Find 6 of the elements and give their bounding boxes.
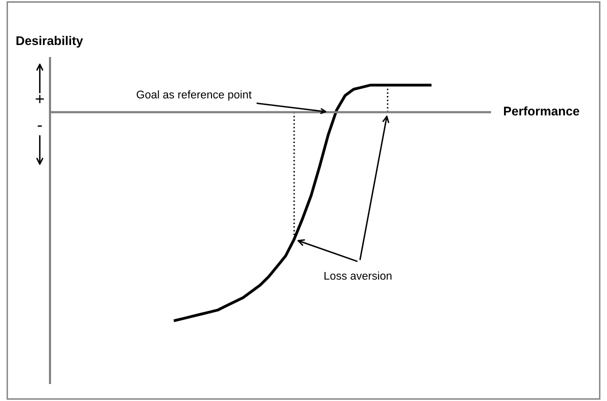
text: Desirability [16,36,83,48]
annotation: Goal as reference point [136,90,252,101]
text: Performance [504,106,580,116]
text: - [38,125,42,127]
annotation: Loss aversion [324,272,392,280]
text: + [36,94,44,104]
